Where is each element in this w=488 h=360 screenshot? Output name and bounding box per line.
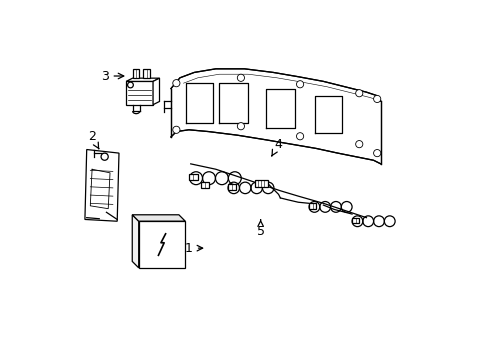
Circle shape xyxy=(172,80,180,87)
Polygon shape xyxy=(132,215,185,221)
Circle shape xyxy=(127,82,133,88)
Circle shape xyxy=(101,153,108,160)
Circle shape xyxy=(237,123,244,130)
Circle shape xyxy=(172,126,180,134)
Text: 2: 2 xyxy=(88,130,99,149)
Polygon shape xyxy=(255,180,267,187)
Circle shape xyxy=(355,90,362,97)
Circle shape xyxy=(296,133,303,140)
Polygon shape xyxy=(143,69,149,78)
Polygon shape xyxy=(139,221,185,268)
Polygon shape xyxy=(228,184,236,190)
Circle shape xyxy=(296,81,303,88)
Polygon shape xyxy=(185,83,213,123)
Circle shape xyxy=(373,95,380,103)
Polygon shape xyxy=(265,89,294,128)
Text: 1: 1 xyxy=(184,242,202,255)
Circle shape xyxy=(355,140,362,148)
Polygon shape xyxy=(132,69,139,78)
Polygon shape xyxy=(308,203,316,209)
Text: 5: 5 xyxy=(256,220,264,238)
Polygon shape xyxy=(171,69,380,164)
Polygon shape xyxy=(188,174,198,180)
Polygon shape xyxy=(314,96,342,134)
Polygon shape xyxy=(126,81,153,105)
Polygon shape xyxy=(351,218,359,223)
Text: 4: 4 xyxy=(271,138,282,156)
Polygon shape xyxy=(126,78,159,81)
Text: 3: 3 xyxy=(101,69,123,82)
Circle shape xyxy=(237,74,244,81)
Polygon shape xyxy=(219,83,247,123)
Polygon shape xyxy=(153,78,159,105)
Polygon shape xyxy=(201,182,208,188)
Circle shape xyxy=(373,149,380,157)
Polygon shape xyxy=(85,149,119,221)
Polygon shape xyxy=(132,215,139,268)
